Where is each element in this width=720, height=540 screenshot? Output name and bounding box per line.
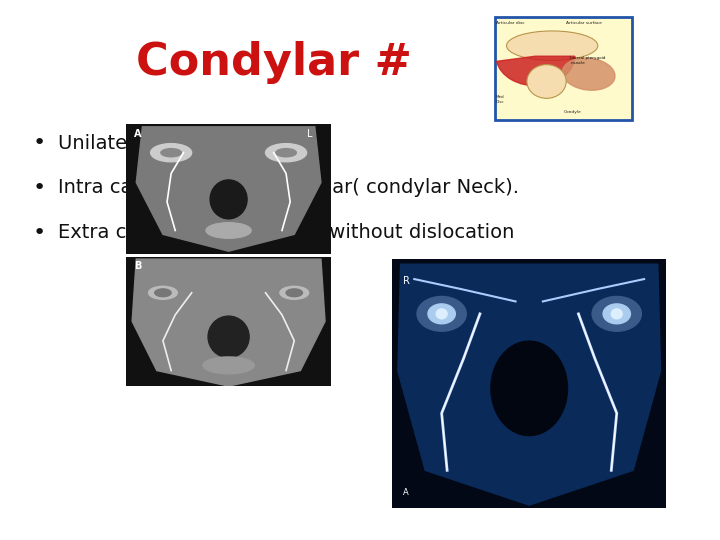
Text: Condylar #: Condylar # bbox=[135, 40, 412, 84]
Text: •: • bbox=[33, 222, 46, 243]
Ellipse shape bbox=[276, 148, 297, 157]
Ellipse shape bbox=[266, 144, 307, 162]
Ellipse shape bbox=[417, 296, 467, 331]
Ellipse shape bbox=[155, 289, 171, 296]
Text: Unilateral  /   Bilateral: Unilateral / Bilateral bbox=[58, 133, 271, 153]
Text: R: R bbox=[403, 276, 410, 286]
Polygon shape bbox=[398, 264, 660, 505]
FancyBboxPatch shape bbox=[495, 17, 632, 120]
Ellipse shape bbox=[161, 148, 181, 157]
Ellipse shape bbox=[203, 357, 254, 374]
Text: A: A bbox=[134, 129, 142, 139]
Ellipse shape bbox=[527, 65, 566, 98]
Wedge shape bbox=[497, 56, 575, 86]
Ellipse shape bbox=[210, 180, 247, 219]
Ellipse shape bbox=[286, 289, 302, 296]
Ellipse shape bbox=[148, 286, 177, 299]
Ellipse shape bbox=[280, 286, 309, 299]
Text: A: A bbox=[403, 488, 409, 497]
Text: •: • bbox=[33, 178, 46, 198]
Text: Intra capsular / Extra capsular( condylar Neck).: Intra capsular / Extra capsular( condyla… bbox=[58, 178, 518, 198]
Ellipse shape bbox=[562, 58, 615, 90]
Text: •: • bbox=[33, 133, 46, 153]
Text: Extra capsular type-with or without dislocation: Extra capsular type-with or without disl… bbox=[58, 223, 514, 242]
Polygon shape bbox=[136, 127, 321, 251]
Text: Articular disc: Articular disc bbox=[496, 21, 525, 25]
Ellipse shape bbox=[206, 222, 251, 238]
Text: Med
Disc: Med Disc bbox=[496, 95, 505, 104]
Ellipse shape bbox=[592, 296, 642, 331]
Text: B: B bbox=[134, 261, 142, 272]
Ellipse shape bbox=[603, 304, 631, 324]
Ellipse shape bbox=[507, 31, 598, 60]
Ellipse shape bbox=[491, 341, 567, 436]
Text: L: L bbox=[307, 129, 312, 139]
Text: Lateral pterygoid
muscle: Lateral pterygoid muscle bbox=[570, 56, 606, 65]
Ellipse shape bbox=[611, 309, 622, 319]
Ellipse shape bbox=[436, 309, 447, 319]
Ellipse shape bbox=[150, 144, 192, 162]
Ellipse shape bbox=[428, 304, 455, 324]
Polygon shape bbox=[132, 259, 325, 386]
Ellipse shape bbox=[208, 316, 249, 357]
Text: Articular surface: Articular surface bbox=[566, 21, 602, 25]
Text: Condyle: Condyle bbox=[564, 110, 581, 114]
